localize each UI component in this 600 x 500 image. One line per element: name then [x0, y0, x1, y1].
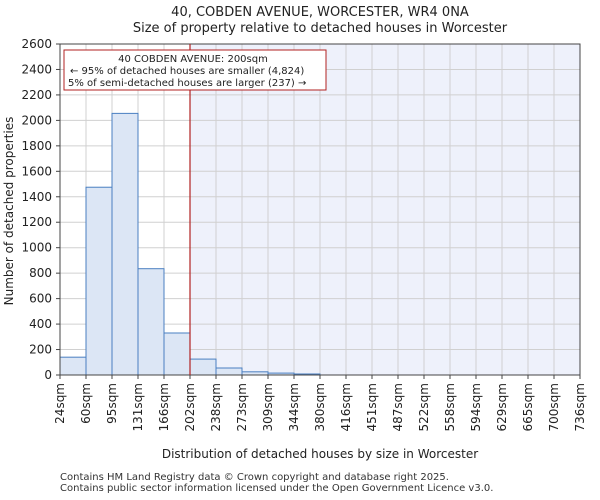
- y-tick-label: 600: [29, 292, 52, 306]
- y-tick-label: 0: [44, 368, 52, 382]
- y-tick-label: 2000: [21, 113, 52, 127]
- x-tick-label: 736sqm: [573, 383, 587, 431]
- annotation-box: 40 COBDEN AVENUE: 200sqm ← 95% of detach…: [63, 49, 327, 91]
- y-tick-label: 2600: [21, 37, 52, 51]
- y-axis-ticks: 0 200 400 600 800 1000 1200 1400 1600 1800 2000 220…: [21, 37, 60, 382]
- x-tick-label: 202sqm: [183, 383, 197, 431]
- bar-131sqm: [137, 268, 165, 376]
- x-tick-label: 487sqm: [391, 383, 405, 431]
- y-tick-label: 1000: [21, 241, 52, 255]
- chart-title-line2: Size of property relative to detached ho…: [133, 21, 508, 36]
- x-tick-label: 273sqm: [235, 383, 249, 431]
- y-tick-label: 1600: [21, 164, 52, 178]
- annotation-line3: 5% of semi-detached houses are larger (2…: [68, 78, 306, 89]
- bar-60sqm: [85, 186, 113, 376]
- annotation-line1: 40 COBDEN AVENUE: 200sqm: [118, 54, 268, 65]
- bar-95sqm: [111, 112, 139, 376]
- x-tick-label: 309sqm: [261, 383, 275, 431]
- x-tick-label: 95sqm: [105, 383, 119, 424]
- x-tick-label: 238sqm: [209, 383, 223, 431]
- highlight-region: [190, 44, 580, 375]
- y-tick-label: 1400: [21, 190, 52, 204]
- x-tick-label: 558sqm: [443, 383, 457, 431]
- y-tick-label: 800: [29, 266, 52, 280]
- x-tick-label: 451sqm: [365, 383, 379, 431]
- x-tick-label: 344sqm: [287, 383, 301, 431]
- y-axis-label: Number of detached properties: [2, 117, 16, 306]
- bar-166sqm: [163, 332, 191, 376]
- annotation-line2: ← 95% of detached houses are smaller (4,…: [70, 66, 304, 77]
- x-tick-label: 24sqm: [53, 383, 67, 424]
- x-tick-label: 416sqm: [339, 383, 353, 431]
- bar-238sqm: [215, 367, 243, 376]
- chart-title-line1: 40, COBDEN AVENUE, WORCESTER, WR4 0NA: [171, 5, 469, 20]
- x-tick-label: 665sqm: [521, 383, 535, 431]
- footer-line2: Contains public sector information licen…: [60, 483, 494, 494]
- x-axis-label: Distribution of detached houses by size …: [162, 447, 478, 461]
- bar-202sqm: [189, 358, 217, 376]
- footer-line1: Contains HM Land Registry data © Crown c…: [60, 472, 449, 483]
- bars-group: [59, 112, 321, 376]
- x-tick-label: 166sqm: [157, 383, 171, 431]
- y-tick-label: 400: [29, 317, 52, 331]
- x-tick-label: 131sqm: [131, 383, 145, 431]
- x-axis-ticks: 24sqm 60sqm 95sqm 131sqm 166sqm 202sqm 238sqm 2…: [53, 375, 587, 431]
- y-tick-label: 2200: [21, 88, 52, 102]
- x-tick-label: 60sqm: [79, 383, 93, 424]
- y-tick-label: 1800: [21, 139, 52, 153]
- bar-24sqm: [59, 356, 87, 376]
- x-tick-label: 700sqm: [547, 383, 561, 431]
- x-tick-label: 594sqm: [469, 383, 483, 431]
- histogram-chart: 40, COBDEN AVENUE, WORCESTER, WR4 0NA Si…: [2, 5, 587, 461]
- x-tick-label: 629sqm: [495, 383, 509, 431]
- y-tick-label: 200: [29, 343, 52, 357]
- y-tick-label: 2400: [21, 62, 52, 76]
- x-tick-label: 380sqm: [313, 383, 327, 431]
- y-tick-label: 1200: [21, 215, 52, 229]
- x-tick-label: 522sqm: [417, 383, 431, 431]
